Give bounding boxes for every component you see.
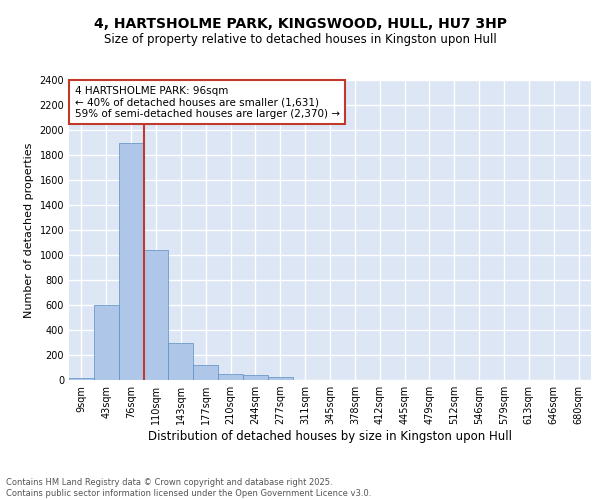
Bar [243, 375, 268, 380]
Bar [218, 374, 243, 380]
Text: Contains HM Land Registry data © Crown copyright and database right 2025.
Contai: Contains HM Land Registry data © Crown c… [6, 478, 371, 498]
Bar [143, 250, 169, 380]
Bar [69, 378, 94, 380]
Text: 4 HARTSHOLME PARK: 96sqm
← 40% of detached houses are smaller (1,631)
59% of sem: 4 HARTSHOLME PARK: 96sqm ← 40% of detach… [74, 86, 340, 119]
Bar [169, 343, 193, 380]
Text: Size of property relative to detached houses in Kingston upon Hull: Size of property relative to detached ho… [104, 32, 496, 46]
Bar [268, 377, 293, 380]
X-axis label: Distribution of detached houses by size in Kingston upon Hull: Distribution of detached houses by size … [148, 430, 512, 443]
Bar [119, 142, 143, 380]
Bar [193, 365, 218, 380]
Text: 4, HARTSHOLME PARK, KINGSWOOD, HULL, HU7 3HP: 4, HARTSHOLME PARK, KINGSWOOD, HULL, HU7… [94, 18, 506, 32]
Bar [94, 305, 119, 380]
Y-axis label: Number of detached properties: Number of detached properties [24, 142, 34, 318]
